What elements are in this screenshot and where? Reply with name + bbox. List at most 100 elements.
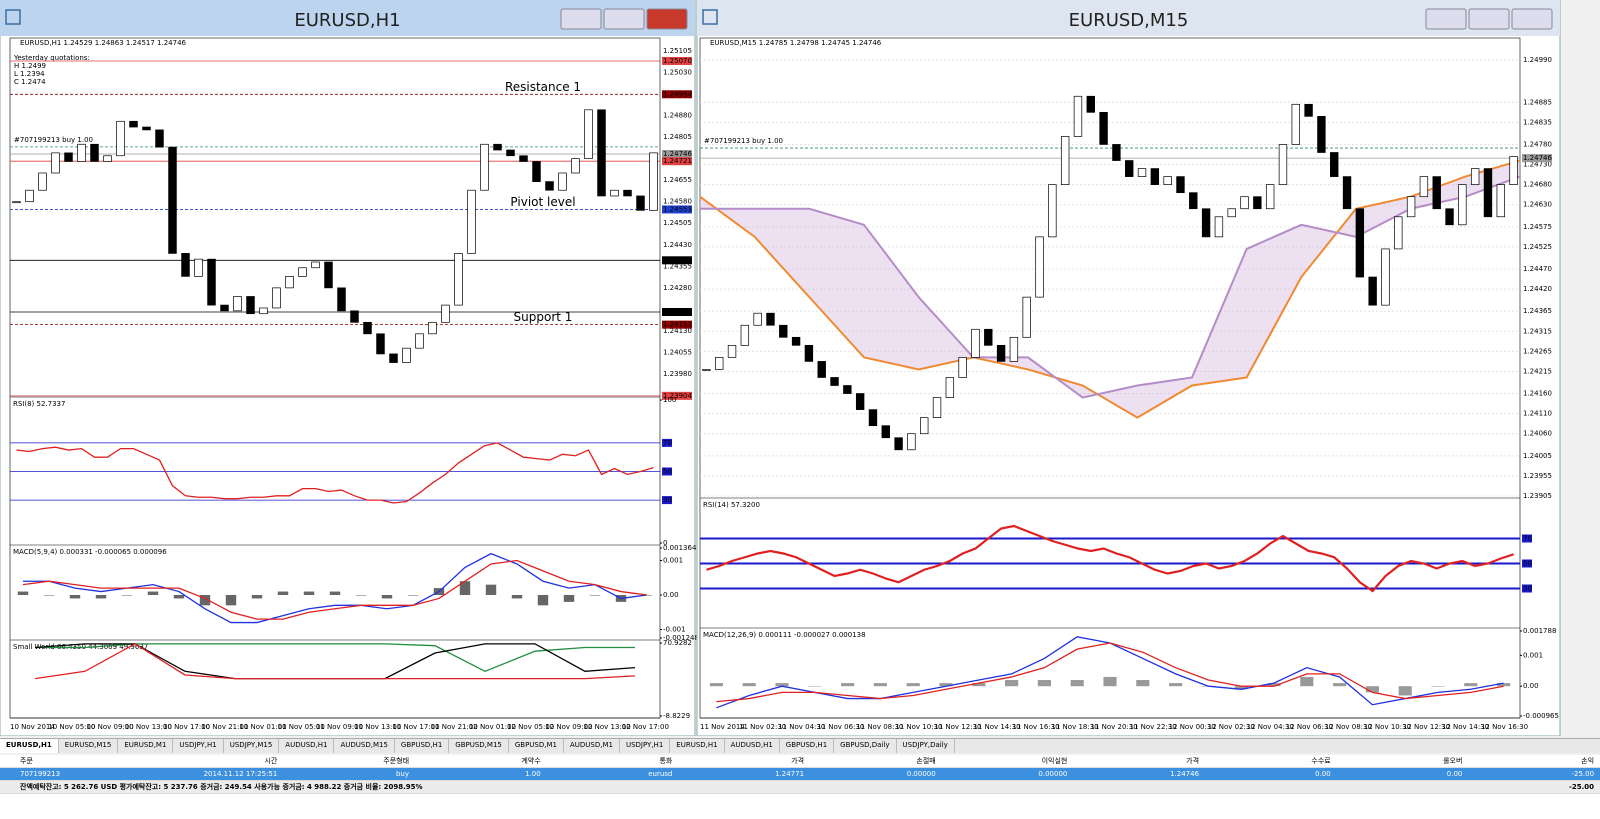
y-tick-label: 1.25105 — [663, 47, 692, 55]
tab[interactable]: GBPUSD,H1 — [780, 739, 835, 753]
histogram-bar — [972, 683, 986, 687]
histogram-bar — [1037, 680, 1051, 687]
candle — [168, 146, 177, 254]
candle — [1304, 103, 1313, 117]
histogram-bar — [147, 591, 159, 595]
trade-table: 주문 시간 주문형태 계약수 통화 가격 손절매 이익실현 가격 수수료 롤오버 손익 70719921… — [0, 755, 1600, 819]
candle — [1278, 144, 1288, 185]
tab[interactable]: AUDUSD,H1 — [279, 739, 335, 753]
tab[interactable]: GBPUSD,H1 — [395, 739, 450, 753]
candle — [1419, 176, 1429, 198]
candle — [1240, 196, 1249, 210]
tab[interactable]: AUDUSD,H1 — [725, 739, 780, 753]
cloud-span — [700, 175, 1521, 399]
pane-label: MACD(5,9,4) 0.000331 -0.000065 0.000096 — [13, 548, 167, 556]
tab[interactable]: GBPUSD,M1 — [509, 739, 564, 753]
tab[interactable]: AUDUSD,M15 — [334, 739, 395, 753]
indicator-line — [22, 559, 648, 620]
y-tick-label: 1.23955 — [1523, 472, 1552, 480]
histogram-bar — [589, 594, 601, 596]
x-tick-label: 10 Nov 09:00 — [86, 723, 133, 731]
histogram-bar — [225, 594, 237, 606]
tab[interactable]: AUDUSD,M1 — [564, 739, 620, 753]
indicator-line — [706, 524, 1514, 593]
maximize-button[interactable] — [1468, 8, 1510, 30]
minimize-button[interactable] — [560, 8, 602, 30]
price-box — [1522, 154, 1552, 163]
tab[interactable]: GBPUSD,Daily — [834, 739, 897, 753]
header-cell: 가격 — [791, 757, 805, 765]
x-tick-label: 11 Nov 04:30 — [778, 723, 825, 731]
price-box-label: 1.24721 — [663, 157, 692, 165]
candle — [337, 287, 346, 312]
maximize-button[interactable] — [603, 8, 645, 30]
level-label: 30 — [1523, 585, 1532, 593]
y-tick-label: 1.24420 — [1523, 285, 1552, 293]
x-tick-label: 11 Nov 06:30 — [817, 723, 864, 731]
histogram-bar — [511, 594, 523, 599]
cell: 0.00 — [1446, 770, 1463, 778]
tab[interactable]: GBPUSD,M15 — [449, 739, 509, 753]
tab[interactable]: EURUSD,M15 — [59, 739, 119, 753]
candle — [984, 328, 993, 346]
x-tick-label: 12 Nov 09:00 — [545, 723, 592, 731]
price-box — [662, 90, 692, 99]
histogram-bar — [95, 594, 107, 599]
minimize-button[interactable] — [1425, 8, 1467, 30]
price-box — [662, 56, 692, 65]
y-tick-label: -0.000965 — [1523, 712, 1559, 720]
candle — [1189, 192, 1198, 210]
tab[interactable]: EURUSD,M1 — [118, 739, 174, 753]
x-tick-label: 11 Nov 08:30 — [856, 723, 903, 731]
cell: eurusd — [648, 770, 673, 778]
histogram-bar — [1365, 686, 1379, 693]
tab[interactable]: EURUSD,H1 — [670, 739, 725, 753]
histogram-bar — [775, 683, 789, 687]
candle — [64, 152, 73, 162]
y-tick-label: 1.24060 — [1523, 430, 1552, 438]
indicator-line — [16, 442, 654, 504]
histogram-bar — [1136, 680, 1150, 687]
candle — [1330, 152, 1339, 177]
tab[interactable]: USDJPY,Daily — [897, 739, 955, 753]
histogram-bar — [485, 584, 497, 595]
y-tick-label: 1.24280 — [663, 284, 692, 292]
candle — [1060, 136, 1070, 185]
candle — [311, 261, 320, 269]
tab[interactable]: USDJPY,H1 — [173, 739, 224, 753]
candle — [1112, 144, 1121, 161]
cell: 1.24746 — [1170, 770, 1200, 778]
candle — [376, 333, 385, 355]
candle — [843, 385, 852, 394]
y-tick-label: 1.24575 — [1523, 223, 1552, 231]
header-cell: 주문 — [20, 757, 33, 765]
y-tick-label: 1.24580 — [663, 198, 692, 206]
candle — [727, 344, 737, 358]
y-tick-label: 0.001364 — [663, 544, 697, 552]
candle — [12, 201, 21, 204]
tab[interactable]: EURUSD,H1 — [0, 739, 59, 753]
price-box-label: 1.24954 — [663, 90, 692, 98]
y-tick-label: 1.24365 — [1523, 307, 1552, 315]
price-box — [662, 205, 692, 214]
x-tick-label: 12 Nov 06:30 — [1286, 723, 1333, 731]
x-tick-label: 10 Nov 17:00 — [163, 723, 210, 731]
candle — [597, 109, 606, 197]
tab[interactable]: USDJPY,H1 — [620, 739, 671, 753]
cell: 707199213 — [20, 770, 61, 778]
x-tick-label: 12 Nov 16:30 — [1481, 723, 1528, 731]
level-box — [662, 438, 672, 447]
histogram-bar — [121, 594, 133, 596]
y-tick-label: 1.24160 — [1523, 390, 1552, 398]
candle — [1265, 184, 1275, 210]
histogram-bar — [43, 594, 55, 596]
window-icon — [702, 9, 718, 25]
table-row: 707199213 2014.11.12 17:25:51 buy 1.00 eurus… — [0, 768, 1600, 781]
candle — [545, 181, 554, 191]
tab[interactable]: USDJPY,M15 — [224, 739, 280, 753]
close-button[interactable] — [646, 8, 688, 30]
close-button[interactable] — [1511, 8, 1553, 30]
histogram-bar — [537, 594, 549, 606]
candle — [454, 253, 463, 306]
candle — [142, 126, 151, 131]
